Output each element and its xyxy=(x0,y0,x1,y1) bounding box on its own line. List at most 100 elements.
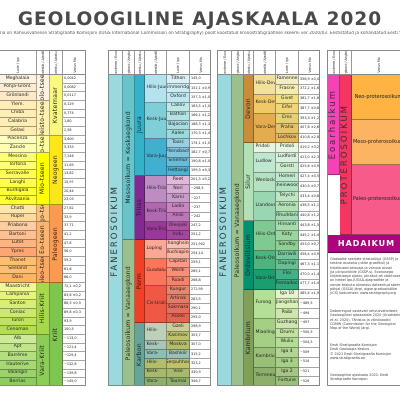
series-cell: Wenlock xyxy=(254,172,276,192)
eon-label: Eoarhaikum xyxy=(328,89,339,160)
eon-band: PROTEROSOIKUM xyxy=(340,75,352,235)
note-line: (ja piiripunktide (GSSP-s). Eoonosega xyxy=(330,269,394,274)
note-line: Geoloogilisel ajaskaalale 2020 (Gradstei… xyxy=(330,313,400,318)
stage-cell: Pliensbach xyxy=(167,148,190,158)
age-label: 190,8 ±1,0 xyxy=(190,157,210,167)
age-label: 166,1 ±1,2 xyxy=(190,111,210,121)
stage-cell: Changhsing xyxy=(167,240,190,250)
system-cell-label: Ordoviitsium xyxy=(244,233,252,276)
series-cell: Terreneuve xyxy=(254,367,276,385)
stage-cell: Calabria xyxy=(0,118,37,127)
stage-cell: Pridoli xyxy=(276,143,299,153)
series-cell-label: Holo-tseen xyxy=(39,75,46,101)
column-header: Lade / Iga xyxy=(167,51,190,75)
column-header: Eonoteem / Eoon xyxy=(328,51,340,75)
series-cell-label: Mio-tseen xyxy=(39,162,46,195)
age-label: 170,3 ±1,4 xyxy=(190,130,210,140)
stage-cell: Frasne xyxy=(276,84,299,95)
stage-cell: Homeri xyxy=(276,172,299,183)
stage-cell: Iga 2 xyxy=(276,367,299,378)
series-cell: Kesk-Devon xyxy=(254,94,276,114)
series-cell-label: Vara-Triias xyxy=(146,227,167,233)
column-header-label: Ürgkond / Aegkond xyxy=(343,51,348,75)
system-cell-label: Devon xyxy=(244,98,252,120)
stage-cell: Callov xyxy=(167,102,190,112)
column-header-label: Eonoteem / Eoon xyxy=(113,51,118,75)
stage-cell: Kungur xyxy=(167,286,190,296)
system-cell-label: Kambrium xyxy=(244,321,252,355)
note-line: CGMW (Commission for the Geological xyxy=(330,321,396,326)
era-cell: Paleo-proterosoikum xyxy=(352,165,400,235)
column-header: Ladestu / Ajastu xyxy=(50,51,63,75)
stage-cell: Eifel xyxy=(276,104,299,114)
system-cell-label: Juura xyxy=(135,116,143,134)
age-label: 0,129 xyxy=(63,101,85,110)
series-cell: Loping xyxy=(145,240,167,259)
stage-cell: Seeland xyxy=(0,265,37,275)
column-header: Vanus Ma xyxy=(63,51,85,75)
age-label: 86,3 ±0,5 xyxy=(63,300,85,309)
age-label: 93,9 xyxy=(63,317,85,327)
stage-cell: Tithon xyxy=(167,75,190,85)
stage-cell: Akvitaania xyxy=(0,196,37,205)
era-cell: Paleosoikum = Vanaaegkond xyxy=(123,240,135,385)
stage-cell: Alb xyxy=(0,335,37,344)
system-cell: Neogeen xyxy=(50,135,63,205)
stage-cell: Tremadoci xyxy=(276,279,299,290)
age-label: ~504,5 xyxy=(299,338,319,348)
system-cell-label: Neogeen xyxy=(52,155,59,185)
column-header-label: Ürgkond / Aegkond xyxy=(126,51,131,75)
age-label: ~113,0 xyxy=(63,335,85,344)
stage-cell: Vise xyxy=(167,368,190,378)
eon-band: Eoarhaikum xyxy=(328,75,340,175)
system-cell: Silur xyxy=(244,143,254,222)
age-label: 100,5 xyxy=(63,326,85,335)
column-header-label: Lade / Iga xyxy=(285,56,289,73)
eon-band: FANEROSOIKUM xyxy=(218,75,232,385)
stage-cell: Lutet xyxy=(0,239,37,249)
series-cell-label: Hilis-Kriit xyxy=(39,293,46,324)
series-cell: Vara- xyxy=(145,377,167,385)
column-header-label: Ladestu / Ajastu xyxy=(137,51,142,75)
age-label: 2,58 xyxy=(63,127,85,136)
age-label: 0,0042 xyxy=(63,75,85,84)
system-cell: Triias xyxy=(135,175,145,241)
age-label: 458,4 ±0,9 xyxy=(299,250,319,261)
stage-cell: Serpuhhov xyxy=(167,359,190,369)
note-line: põhjal (GSSA) järgi, algse gradualistlik… xyxy=(330,286,397,291)
column-header: Ürgkond / Aegkond xyxy=(232,51,244,75)
age-label: 467,3 ±1,1 xyxy=(299,260,319,270)
stage-cell: Santon xyxy=(0,300,37,309)
age-label: 41,2 xyxy=(63,231,85,240)
column-header-label: Ladestik / Ajastik xyxy=(262,51,267,75)
stage-cell: Hauterive xyxy=(0,361,37,370)
stage-cell: Praha xyxy=(276,123,299,134)
series-cell: Vara- xyxy=(145,350,167,360)
era-cell-label: Mesosoikum = Keskaegkond xyxy=(124,110,132,204)
stage-cell: Fortune xyxy=(276,377,299,385)
age-label: 251,2 xyxy=(190,231,210,241)
age-label: 47,8 xyxy=(63,239,85,249)
note-line: et al. 2020). Tähistus ja värvikoodid xyxy=(330,317,391,322)
column-header-label: Ladestik / Ajastik xyxy=(153,51,158,75)
system-cell-label: Kriit xyxy=(52,327,59,342)
stage-cell: Floi xyxy=(276,270,299,280)
stage-cell: Langhi xyxy=(0,179,37,188)
series-cell: Cis-Urali xyxy=(145,286,167,323)
age-label: 89,8 ±0,3 xyxy=(63,309,85,318)
stage-cell: Ludfordi xyxy=(276,153,299,163)
column-header-label: Lade / Iga xyxy=(176,56,180,73)
stage-cell: Hettangi xyxy=(167,166,190,176)
age-label: ~494 xyxy=(299,309,319,319)
series-cell: Hilis-Devon xyxy=(254,75,276,95)
column-header: Ladestik / Ajastik xyxy=(254,51,276,75)
age-label: 438,5 ±1,1 xyxy=(299,201,319,212)
age-label: 372,2 ±1,6 xyxy=(299,84,319,95)
credit-line: Eesti Stratigraafia Komisjon xyxy=(330,343,377,347)
stage-cell: Gzeli xyxy=(167,322,190,332)
series-cell: Kesk-Triias xyxy=(145,203,167,222)
stage-cell: Katy xyxy=(276,231,299,241)
age-label: 423,0 ±2,3 xyxy=(299,153,319,163)
stage-cell: Piacenza xyxy=(0,135,37,145)
age-label: 56,0 xyxy=(63,248,85,257)
